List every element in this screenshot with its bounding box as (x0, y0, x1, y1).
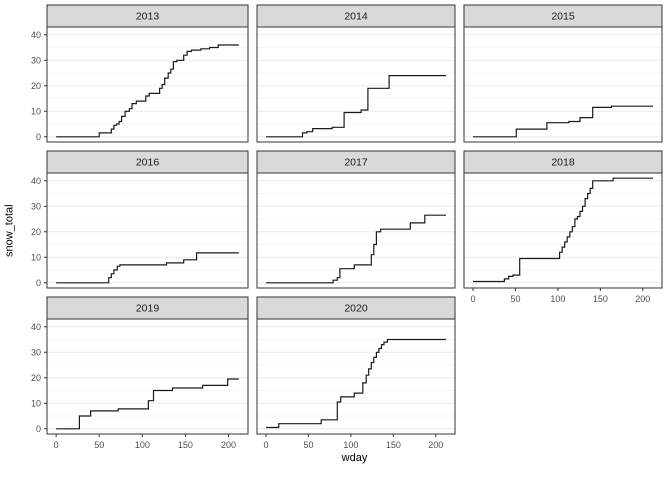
y-tick-label: 10 (31, 106, 41, 116)
facet-2019: 2019 0 10 20 30 40 0 50 100 150 200 (31, 296, 249, 450)
panel-background-2016 (47, 173, 248, 288)
x-tick-label: 100 (550, 294, 565, 304)
facet-strip-2018 (463, 150, 663, 174)
y-tick-label: 40 (31, 176, 41, 186)
x-tick-label: 200 (428, 440, 443, 450)
y-tick-label: 30 (31, 201, 41, 211)
y-tick-label: 40 (31, 322, 41, 332)
panel-background-2019 (47, 319, 248, 434)
x-tick-label: 200 (635, 294, 650, 304)
facet-strip-label-2018: 2018 (551, 157, 575, 169)
facet-strip-2017 (256, 150, 456, 174)
x-tick-label: 150 (386, 440, 401, 450)
facet-strip-label-2014: 2014 (344, 11, 368, 23)
step-line-2017 (266, 214, 446, 284)
step-line-2014 (266, 75, 446, 138)
facet-strip-2016 (46, 150, 249, 174)
x-tick-label: 0 (263, 440, 268, 450)
facet-strip-label-2020: 2020 (344, 303, 368, 315)
x-tick-label: 100 (343, 440, 358, 450)
facet-2013: 2013 0 10 20 30 40 (31, 4, 249, 143)
y-tick-label: 10 (31, 398, 41, 408)
y-tick-label: 30 (31, 55, 41, 65)
panel-background-2014 (257, 27, 455, 142)
x-tick-label: 50 (510, 294, 520, 304)
panel-background-2020 (257, 319, 455, 434)
x-tick-label: 150 (178, 440, 193, 450)
facet-strip-2020 (256, 296, 456, 320)
y-tick-label: 0 (36, 132, 41, 142)
panel-background-2013 (47, 27, 248, 142)
panel-background-2017 (257, 173, 455, 288)
y-tick-label: 20 (31, 227, 41, 237)
y-tick-label: 20 (31, 81, 41, 91)
y-tick-label: 0 (36, 424, 41, 434)
step-line-2019 (56, 378, 239, 430)
x-tick-label: 0 (54, 440, 59, 450)
panel-background-2015 (464, 27, 662, 142)
facet-strip-label-2017: 2017 (344, 157, 368, 169)
facet-strip-label-2019: 2019 (136, 303, 160, 315)
x-tick-label: 50 (94, 440, 104, 450)
y-tick-label: 30 (31, 347, 41, 357)
step-line-2018 (473, 177, 653, 283)
facet-2016: 2016 0 10 20 30 40 (31, 150, 249, 289)
facet-2017: 2017 (256, 150, 456, 289)
facet-2018: 2018 0 50 100 150 200 (463, 150, 663, 304)
panel-background-2018 (464, 173, 662, 288)
x-tick-label: 0 (470, 294, 475, 304)
facet-2015: 2015 (463, 4, 663, 143)
facet-strip-2014 (256, 4, 456, 28)
step-line-2016 (56, 252, 239, 284)
y-axis-title: snow_total (3, 204, 16, 257)
x-axis-title: wday (341, 452, 368, 464)
x-tick-label: 100 (135, 440, 150, 450)
step-line-2020 (266, 338, 446, 429)
y-tick-label: 10 (31, 252, 41, 262)
facet-strip-2013 (46, 4, 249, 28)
step-line-2015 (473, 105, 653, 138)
y-tick-label: 40 (31, 30, 41, 40)
facet-strip-2015 (463, 4, 663, 28)
facet-strip-label-2013: 2013 (136, 11, 160, 23)
facet-strip-label-2015: 2015 (551, 11, 575, 23)
facet-2014: 2014 (256, 4, 456, 143)
facet-strip-label-2016: 2016 (136, 157, 160, 169)
facet-strip-2019 (46, 296, 249, 320)
step-line-2013 (56, 44, 239, 138)
x-tick-label: 150 (593, 294, 608, 304)
y-tick-label: 20 (31, 373, 41, 383)
facet-2020: 2020 0 50 100 150 200 (256, 296, 456, 450)
y-tick-label: 0 (36, 278, 41, 288)
x-tick-label: 50 (303, 440, 313, 450)
x-tick-label: 200 (221, 440, 236, 450)
